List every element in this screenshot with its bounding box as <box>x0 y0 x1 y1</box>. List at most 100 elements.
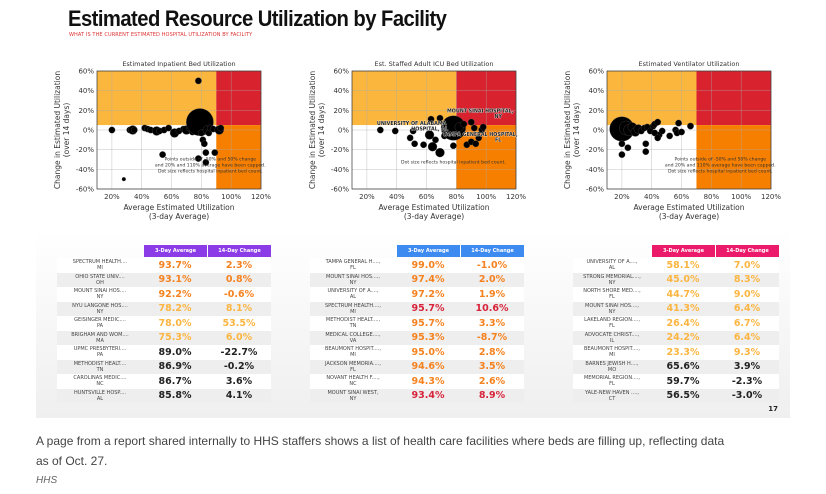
slide-subtitle: WHAT IS THE CURRENT ESTIMATED HOSPITAL U… <box>69 32 253 38</box>
facility-name: GEISINGER MEDIC.... PA <box>57 316 143 331</box>
data-point <box>376 126 384 134</box>
facility-label: SPECTRUM HEALTH.... <box>72 259 128 266</box>
y-tick-label: -40% <box>76 166 94 174</box>
facility-name: STRONG MEMORIAL...., NY <box>573 273 651 288</box>
x-tick-label: 40% <box>644 193 660 201</box>
facility-name: LAKELAND REGION...., FL <box>573 316 651 331</box>
x-tick-label: 120% <box>506 193 526 201</box>
facility-state: NC <box>349 381 357 388</box>
y-tick-label: -20% <box>586 146 604 154</box>
facility-state: IL <box>609 337 615 344</box>
header-14-day-change: 14-Day Change <box>208 245 271 257</box>
x-tick-label: 120% <box>761 193 781 201</box>
facility-label: SPECTRUM HEALTH...., <box>324 302 382 309</box>
data-point <box>475 134 483 142</box>
table-row: MEMORIAL REGION...., FL 59.7% -2.3% <box>573 374 779 389</box>
x-tick-label: 80% <box>194 193 210 201</box>
x-tick-label: 100% <box>476 193 496 201</box>
table-row: BEAUMONT HOSPIT...., MI 23.3% 9.3% <box>573 345 779 360</box>
facility-name: NORTH SHORE MED...., FL <box>573 287 651 302</box>
facility-name: NYU LANGONE HOS.... NY <box>57 302 143 317</box>
three-day-average: 26.4% <box>666 317 700 329</box>
header-14-day-change: 14-Day Change <box>461 245 524 257</box>
x-tick-label: 80% <box>704 193 720 201</box>
header-3-day-average: 3-Day Average <box>144 245 207 257</box>
three-day-average: 58.1% <box>666 259 700 271</box>
fourteen-day-change: -0.2% <box>223 361 255 373</box>
y-tick-label: 0% <box>593 127 604 135</box>
facility-name: METHODIST HEALT...., TN <box>310 316 396 331</box>
facility-state: OH <box>96 279 104 286</box>
fourteen-day-change: 3.3% <box>478 317 506 329</box>
x-tick-label: 80% <box>449 193 465 201</box>
x-tick-label: 20% <box>614 193 630 201</box>
three-day-average: 93.7% <box>158 259 192 271</box>
facility-name: MOUNT SINAI HOS.... NY <box>57 287 143 302</box>
y-tick-label: 20% <box>78 107 94 115</box>
facility-state: NY <box>349 395 357 402</box>
facility-label: ADVOCATE CHRIST...., <box>584 331 640 338</box>
plot-frame <box>351 70 517 190</box>
point-annotation: UNIVERSITY OF ALABAMA <box>377 121 447 127</box>
page-number: 17 <box>768 405 778 413</box>
facility-name: UPMC PRESBYTERI.... PA <box>57 345 143 360</box>
facility-label: UNIVERSITY OF A...., <box>586 259 638 266</box>
y-tick-label: -20% <box>76 146 94 154</box>
facility-state: FL <box>350 265 356 272</box>
data-point <box>424 130 435 140</box>
three-day-average: 78.2% <box>158 303 192 315</box>
y-tick-label: -60% <box>76 186 94 194</box>
fourteen-day-change: 1.9% <box>478 288 506 300</box>
facility-name: OHIO STATE UNIV.... OH <box>57 273 143 288</box>
data-point <box>427 142 438 152</box>
facility-label: NOVANT HEALTH F...., <box>326 375 380 382</box>
three-day-average: 24.2% <box>666 332 700 344</box>
data-point <box>624 144 632 152</box>
data-point <box>427 115 435 123</box>
table-row: OHIO STATE UNIV.... OH 93.1% 0.8% <box>57 272 271 288</box>
y-axis-label: Change in Estimated Utilization <box>308 71 317 189</box>
facility-name: UNIVERSITY OF A...., AL <box>310 287 396 302</box>
fourteen-day-change: 6.7% <box>733 317 761 329</box>
facility-state: MI <box>97 265 103 272</box>
three-day-average: 75.3% <box>158 332 192 344</box>
chart-note: Dot size reflects hospital inpatient bed… <box>668 168 773 174</box>
facility-label: METHODIST HEALT.... <box>73 360 127 367</box>
fourteen-day-change: 8.3% <box>733 274 761 286</box>
fourteen-day-change: 4.1% <box>225 390 253 402</box>
data-point <box>651 129 659 137</box>
data-point <box>202 159 210 166</box>
fourteen-day-change: 3.6% <box>225 375 253 387</box>
data-point <box>211 149 219 156</box>
facility-label: MOUNT SINAI HOS...., <box>585 302 639 309</box>
y-axis-label-sub: (over 14 days) <box>317 103 326 158</box>
data-point <box>391 127 399 135</box>
point-annotation: TAMPA GENERAL HOSPITAL, <box>443 132 518 138</box>
facility-state: AL <box>96 395 104 402</box>
fourteen-day-change: 3.5% <box>478 361 506 373</box>
chart-title: Est. Staffed Adult ICU Bed Utilization <box>375 60 494 68</box>
x-tick-label: 60% <box>164 193 180 201</box>
data-point <box>658 127 666 135</box>
fourteen-day-change: 10.6% <box>475 303 509 315</box>
image-credit: HHS <box>36 475 58 486</box>
table-row: LAKELAND REGION...., FL 26.4% 6.7% <box>573 316 779 331</box>
facility-label: CAROLINAS MEDIC.... <box>73 375 127 382</box>
data-point <box>678 128 685 136</box>
table-row: SPECTRUM HEALTH.... MI 93.7% 2.3% <box>57 258 271 273</box>
x-tick-label: 100% <box>221 193 241 201</box>
y-tick-label: -60% <box>586 186 604 194</box>
data-point <box>479 123 487 131</box>
facility-label: STRONG MEMORIAL...., <box>583 273 641 280</box>
point-annotation-sub: FL <box>495 137 501 143</box>
facility-state: MI <box>350 308 356 315</box>
three-day-average: 86.7% <box>158 375 192 387</box>
fourteen-day-change: 6.4% <box>733 332 761 344</box>
three-day-average: 23.3% <box>666 346 700 358</box>
three-day-average: 59.7% <box>666 375 700 387</box>
three-day-average: 85.8% <box>158 390 192 402</box>
y-tick-label: 60% <box>78 68 94 76</box>
facility-label: BEAUMONT HOSPIT...., <box>324 346 382 353</box>
three-day-average: 89.0% <box>158 346 192 358</box>
facility-state: NY <box>608 308 616 315</box>
